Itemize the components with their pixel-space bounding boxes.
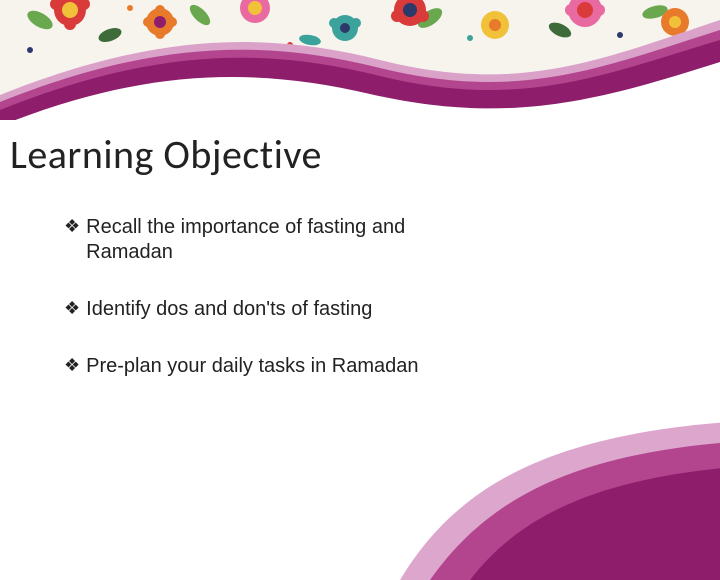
list-item: ❖ Pre-plan your daily tasks in Ramadan [64, 354, 444, 379]
flower-icon [481, 11, 509, 39]
corner-wave-decoration [400, 320, 720, 580]
flower-icon [661, 8, 689, 36]
page-title: Learning Objective [10, 130, 322, 179]
bullet-list: ❖ Recall the importance of fasting and R… [64, 215, 444, 411]
bullet-marker-icon: ❖ [64, 297, 80, 320]
bullet-marker-icon: ❖ [64, 215, 80, 238]
bullet-marker-icon: ❖ [64, 354, 80, 377]
header-floral-wave [0, 0, 720, 120]
bullet-text: Recall the importance of fasting and Ram… [86, 215, 444, 265]
bullet-text: Identify dos and don'ts of fasting [86, 297, 444, 322]
list-item: ❖ Recall the importance of fasting and R… [64, 215, 444, 265]
list-item: ❖ Identify dos and don'ts of fasting [64, 297, 444, 322]
bullet-text: Pre-plan your daily tasks in Ramadan [86, 354, 444, 379]
